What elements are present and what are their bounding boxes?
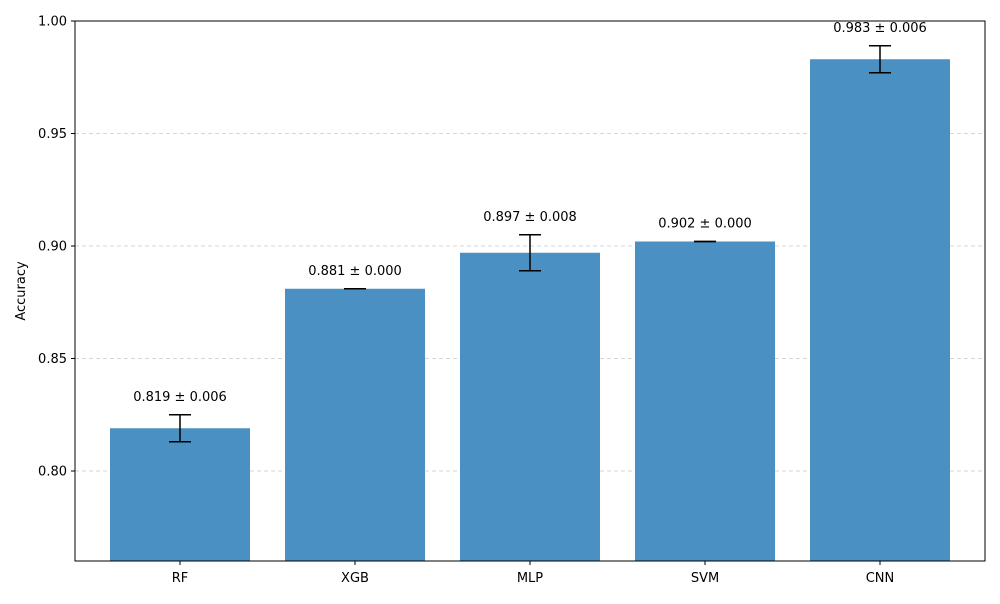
y-axis-label: Accuracy (14, 261, 29, 321)
x-tick-label-svm: SVM (691, 571, 719, 586)
y-tick-label: 0.95 (38, 127, 67, 142)
bar-cnn (810, 59, 950, 561)
x-tick-label-rf: RF (172, 571, 189, 586)
value-label-xgb: 0.881 ± 0.000 (308, 264, 402, 279)
x-axis: RF XGB MLP SVM CNN (172, 561, 895, 586)
value-label-rf: 0.819 ± 0.006 (133, 390, 227, 405)
y-axis: 0.80 0.85 0.90 0.95 1.00 (38, 15, 75, 480)
error-bars-layer (169, 45, 891, 443)
bar-rf (110, 428, 250, 561)
value-label-mlp: 0.897 ± 0.008 (483, 210, 577, 225)
bars-layer (110, 59, 950, 561)
x-tick-label-xgb: XGB (341, 571, 369, 586)
y-tick-label: 0.80 (38, 465, 67, 480)
value-label-cnn: 0.983 ± 0.006 (833, 21, 927, 36)
value-labels-layer: 0.819 ± 0.006 0.881 ± 0.000 0.897 ± 0.008 0… (133, 21, 927, 405)
bar-svm (635, 241, 775, 561)
x-tick-label-cnn: CNN (866, 571, 895, 586)
y-tick-label: 1.00 (38, 15, 67, 30)
bar-mlp (460, 252, 600, 561)
x-tick-label-mlp: MLP (517, 571, 543, 586)
y-tick-label: 0.90 (38, 240, 67, 255)
value-label-svm: 0.902 ± 0.000 (658, 217, 752, 232)
y-tick-label: 0.85 (38, 352, 67, 367)
bar-xgb (285, 288, 425, 561)
